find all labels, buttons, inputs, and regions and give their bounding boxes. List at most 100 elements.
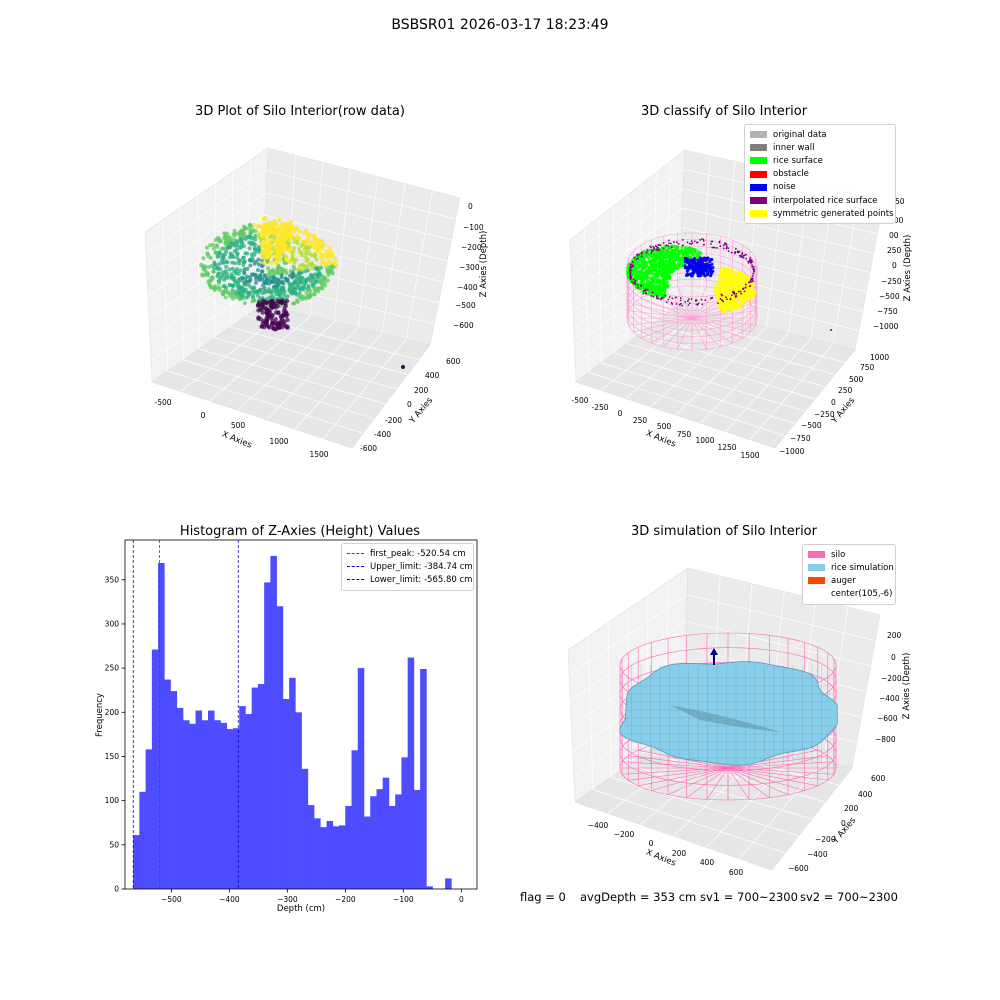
- p2-xtick: 250: [633, 416, 648, 425]
- p1-ztick: −500: [455, 301, 476, 310]
- histogram-xtick-label: −300: [277, 895, 298, 904]
- histogram-bar: [158, 562, 165, 889]
- p2-xtick: 1500: [740, 451, 759, 460]
- histogram-legend: first_peak: -520.54 cm Upper_limit: -384.…: [341, 543, 474, 591]
- p4-xtick: 200: [672, 849, 687, 858]
- p1-ztick: −400: [457, 283, 478, 292]
- histogram-bar: [282, 699, 290, 889]
- legend-swatch: [750, 183, 767, 191]
- p2-ztick: 0: [892, 261, 897, 270]
- histogram-ytick-label: 250: [105, 664, 120, 673]
- legend-label: rice simulation: [831, 562, 894, 573]
- p4-xtick: 0: [649, 839, 654, 848]
- p1-ytick: 600: [446, 357, 461, 366]
- histogram-bar: [395, 794, 402, 889]
- legend-entry: obstacle: [750, 168, 890, 181]
- histogram-bar: [407, 657, 415, 889]
- p4-ztick: −600: [877, 714, 898, 723]
- histogram-bar: [183, 720, 190, 889]
- p1-ytick: -200: [385, 416, 402, 425]
- p2-ytick: 250: [838, 386, 853, 395]
- p4-xtick: 400: [700, 858, 715, 867]
- histogram-xtick-label: 0: [459, 895, 464, 904]
- histogram-bar: [189, 723, 196, 889]
- footer-sv1: sv1 = 700~2300: [700, 890, 798, 904]
- p2-ztick: −1000: [873, 322, 899, 331]
- p4-ztick: −800: [875, 735, 896, 744]
- p4-ztick: 200: [887, 631, 902, 640]
- histogram-bar: [314, 818, 321, 889]
- legend-swatch: [750, 131, 767, 139]
- p1-ytick: 200: [414, 386, 429, 395]
- p1-ztick: 0: [468, 202, 473, 211]
- histogram-chart: −500 −400 −300 −200 −100 0 0 50 100 150 200 250 300…: [95, 539, 478, 914]
- histogram-bar: [133, 835, 140, 889]
- p2-ytick: −500: [801, 421, 822, 430]
- footer-flag: flag = 0: [520, 890, 566, 904]
- histogram-bar: [276, 606, 284, 889]
- panel1-title: 3D Plot of Silo Interior(row data): [195, 104, 405, 119]
- p2-xtick: 0: [618, 409, 623, 418]
- p2-xtick: 1250: [717, 443, 736, 452]
- p2-ztick: 50: [895, 197, 905, 206]
- p1-ztick: −200: [461, 243, 482, 252]
- histogram-bar: [270, 555, 277, 889]
- legend-line-swatch: [347, 579, 364, 581]
- p2-xlabel: X Axies: [644, 429, 677, 450]
- p4-ytick: −200: [815, 835, 836, 844]
- p1-ztick: −600: [453, 321, 474, 330]
- legend-label: silo: [831, 549, 846, 560]
- histogram-bar: [351, 750, 359, 889]
- histogram-bar: [207, 710, 215, 889]
- legend-label: interpolated rice surface: [773, 195, 878, 206]
- histogram-ytick-label: 300: [105, 620, 120, 629]
- histogram-bar: [145, 749, 153, 889]
- histogram-bar: [388, 805, 396, 889]
- p2-xtick: 750: [677, 430, 692, 439]
- histogram-bar: [220, 722, 228, 889]
- histogram-ytick-label: 0: [114, 885, 119, 894]
- p2-ytick: −1000: [779, 447, 805, 456]
- p1-xlabel: X Axies: [220, 430, 253, 451]
- histogram-bar: [401, 757, 408, 889]
- p2-xtick: 1000: [695, 436, 714, 445]
- p1-xtick: 500: [231, 421, 246, 430]
- legend-label: inner wall: [773, 142, 815, 153]
- panel2-3d-plot: -500 -250 0 250 500 750 1000 1250 1500 −…: [569, 149, 913, 460]
- legend-label: auger: [831, 575, 856, 586]
- histogram-bar: [164, 679, 171, 889]
- panel4-title: 3D simulation of Silo Interior: [631, 524, 817, 539]
- p2-ytick: 750: [860, 363, 875, 372]
- p4-ztick: 0: [891, 653, 896, 662]
- histogram-bar: [289, 677, 296, 889]
- histogram-legend-entry: Upper_limit: -384.74 cm: [347, 560, 473, 573]
- histogram-bar: [445, 878, 452, 889]
- legend-swatch: [750, 210, 767, 218]
- legend-swatch: [750, 170, 767, 178]
- legend-line-swatch: [347, 553, 364, 555]
- p2-ztick: −500: [879, 292, 900, 301]
- histogram-xtick-label: −100: [393, 895, 414, 904]
- panel3-title: Histogram of Z-Axies (Height) Values: [179, 524, 421, 539]
- histogram-frame: [124, 539, 478, 890]
- p4-xtick: 600: [729, 868, 744, 877]
- legend-entry: inner wall: [750, 141, 890, 154]
- p2-ytick: 500: [849, 375, 864, 384]
- legend-entry: center(105,-6): [808, 588, 892, 601]
- histogram-bar: [357, 668, 365, 889]
- p1-ytick: 0: [407, 400, 412, 409]
- histogram-bar: [376, 789, 384, 889]
- legend-label: Upper_limit: -384.74 cm: [370, 561, 473, 572]
- auger: [710, 648, 718, 665]
- histogram-xtick-label: −500: [161, 895, 182, 904]
- p1-ytick: -400: [374, 430, 391, 439]
- footer-sv2: sv2 = 700~2300: [800, 890, 898, 904]
- histogram-bar: [320, 827, 327, 889]
- legend-swatch: [808, 577, 825, 585]
- p4-zlabel: Z Axies (Depth): [902, 653, 912, 720]
- panel4-3d-plot: −400 −200 0 200 400 600 −600 −400 −200 0…: [567, 567, 912, 877]
- histogram-legend-entry: Lower_limit: -565.80 cm: [347, 573, 472, 586]
- legend-swatch: [750, 197, 767, 205]
- p2-ztick: 00: [889, 231, 899, 240]
- legend-entry: rice surface: [750, 154, 890, 167]
